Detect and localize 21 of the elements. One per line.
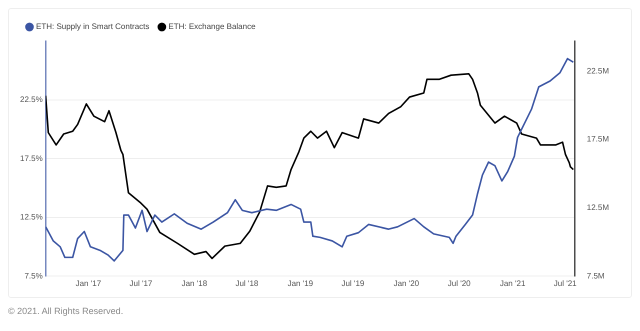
y-tick-label: 7.5%: [24, 271, 43, 280]
x-tick-label: Jan '18: [182, 279, 208, 288]
y-tick-label: 12.5%: [20, 212, 43, 222]
x-tick-label: Jan '20: [394, 279, 420, 288]
y-tick-label: 17.5%: [20, 154, 43, 163]
y2-tick-label: 22.5M: [586, 66, 610, 76]
y2-tick-label: 12.5M: [586, 203, 610, 212]
x-tick-label: Jul '20: [448, 279, 472, 288]
y2-tick-label: 7.5M: [586, 271, 605, 280]
x-tick-label: Jan '19: [288, 279, 314, 288]
text: © 2021. All Rights Reserved.: [8, 306, 124, 316]
y2-tick-label: 17.5M: [586, 134, 610, 144]
x-tick-label: Jan '21: [500, 279, 526, 288]
x-tick-label: Jul '21: [554, 279, 578, 288]
x-tick-label: Jul '17: [129, 279, 153, 288]
x-tick-label: Jul '18: [235, 279, 259, 288]
x-tick-label: Jul '19: [341, 279, 365, 288]
y-tick-label: 22.5%: [20, 95, 43, 104]
x-tick-label: Jan '17: [76, 279, 102, 288]
legend-label: ETH: Supply in Smart Contracts: [36, 22, 150, 32]
legend-label: ETH: Exchange Balance: [168, 22, 256, 32]
